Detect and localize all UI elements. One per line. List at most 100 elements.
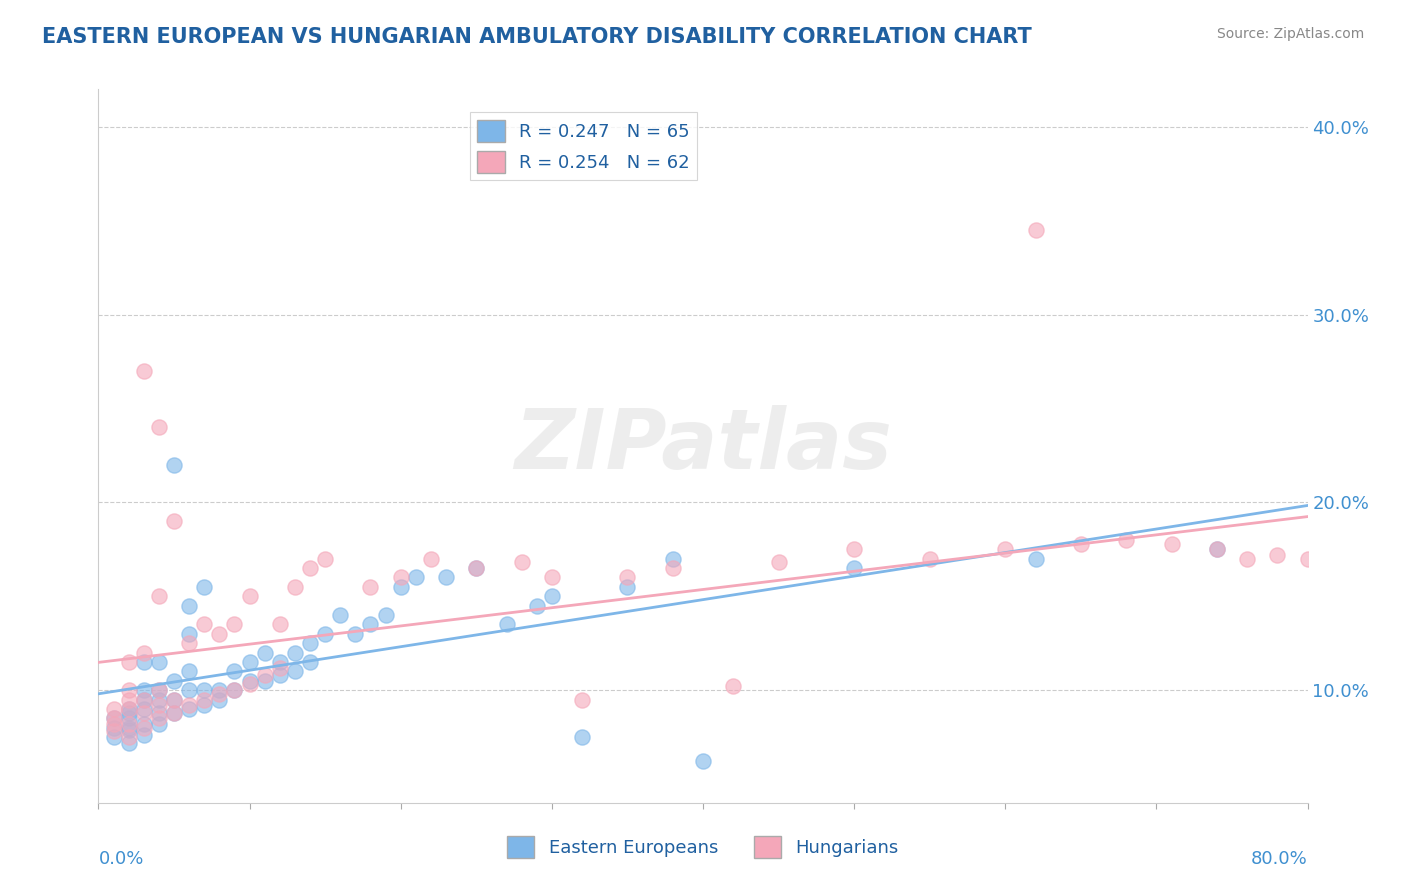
Point [132,702,155,716]
Point [389,580,412,594]
Point [540,570,562,584]
Point [1115,533,1137,547]
Point [224,665,246,679]
Point [179,627,201,641]
Point [208,692,231,706]
Point [118,702,141,716]
Point [179,683,201,698]
Point [118,721,141,735]
Point [1236,551,1258,566]
Point [465,561,488,575]
Point [132,717,155,731]
Point [1296,551,1319,566]
Point [148,692,170,706]
Point [103,730,125,744]
Point [179,665,201,679]
Point [193,580,215,594]
Point [118,736,141,750]
Legend: Eastern Europeans, Hungarians: Eastern Europeans, Hungarians [501,829,905,865]
Point [208,627,231,641]
Point [299,636,322,650]
Point [299,561,322,575]
Point [571,692,593,706]
Point [299,655,322,669]
Point [224,683,246,698]
Point [208,683,231,698]
Point [118,683,141,698]
Point [148,698,170,713]
Point [1267,548,1289,562]
Point [118,702,141,716]
Point [118,711,141,725]
Point [269,660,291,674]
Point [148,589,170,603]
Point [179,702,201,716]
Point [163,514,186,528]
Point [360,617,382,632]
Point [616,580,638,594]
Point [148,683,170,698]
Point [253,646,276,660]
Point [1070,536,1092,550]
Point [148,717,170,731]
Point [132,646,155,660]
Point [163,706,186,720]
Point [132,692,155,706]
Point [118,692,141,706]
Point [1206,542,1229,557]
Point [163,692,186,706]
Point [344,627,367,641]
Point [163,673,186,688]
Point [844,561,866,575]
Point [1327,673,1350,688]
Point [239,589,262,603]
Point [163,706,186,720]
Point [1206,542,1229,557]
Point [103,702,125,716]
Point [434,570,457,584]
Point [132,364,155,378]
Point [269,617,291,632]
Point [208,687,231,701]
Point [540,589,562,603]
Point [118,717,141,731]
Point [1160,536,1182,550]
Point [329,607,352,622]
Point [103,717,125,731]
Point [193,698,215,713]
Text: 80.0%: 80.0% [1251,850,1308,868]
Point [148,683,170,698]
Point [132,655,155,669]
Point [495,617,517,632]
Point [768,556,790,570]
Point [103,711,125,725]
Point [253,668,276,682]
Text: EASTERN EUROPEAN VS HUNGARIAN AMBULATORY DISABILITY CORRELATION CHART: EASTERN EUROPEAN VS HUNGARIAN AMBULATORY… [42,27,1032,46]
Point [163,692,186,706]
Point [193,692,215,706]
Point [132,692,155,706]
Point [314,551,336,566]
Text: Source: ZipAtlas.com: Source: ZipAtlas.com [1216,27,1364,41]
Point [239,673,262,688]
Point [148,711,170,725]
Point [118,706,141,720]
Point [148,706,170,720]
Point [526,599,548,613]
Point [661,551,683,566]
Point [224,617,246,632]
Text: 0.0%: 0.0% [98,850,143,868]
Point [253,673,276,688]
Point [239,655,262,669]
Point [179,599,201,613]
Point [132,728,155,742]
Point [360,580,382,594]
Point [918,551,941,566]
Point [179,698,201,713]
Point [132,721,155,735]
Point [844,542,866,557]
Point [148,420,170,434]
Point [1024,223,1046,237]
Point [118,655,141,669]
Point [132,706,155,720]
